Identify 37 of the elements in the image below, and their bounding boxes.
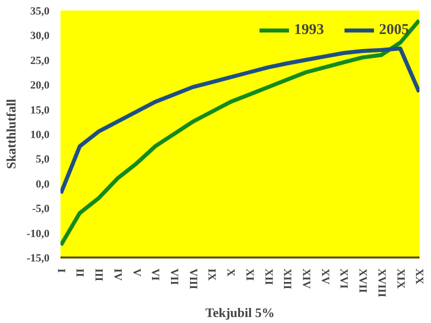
x-tick-label: III	[92, 268, 105, 282]
y-tick-label: 10,0	[30, 129, 50, 141]
x-tick-label: XIX	[394, 268, 406, 289]
x-tick-label: XII	[262, 268, 274, 286]
x-tick-label: VII	[168, 268, 180, 286]
x-tick-label: XX	[413, 268, 426, 284]
legend-label: 2005	[379, 22, 409, 38]
x-tick-label: I	[54, 268, 67, 273]
y-tick-label: -15,0	[26, 252, 50, 264]
x-tick-label: XVI	[338, 268, 350, 289]
y-axis-title: Skatthlutfall	[4, 98, 19, 170]
line-series	[60, 18, 420, 248]
x-tick-label: XIV	[300, 268, 312, 289]
x-tick-label: VIII	[186, 268, 199, 290]
y-tick-label: 35,0	[30, 6, 50, 18]
x-tick-label: VI	[149, 268, 162, 281]
legend-label: 1993	[294, 22, 324, 38]
x-tick-label: XI	[243, 268, 256, 281]
y-tick-label: 15,0	[30, 104, 50, 116]
x-tick-label: V	[130, 268, 142, 276]
y-tick-label: -10,0	[26, 228, 50, 240]
line-series	[60, 46, 420, 196]
y-tick-label: 25,0	[30, 54, 50, 67]
x-tick-label: X	[224, 268, 237, 276]
x-tick-label: IX	[206, 268, 218, 281]
y-tick-label: 20,0	[30, 80, 50, 92]
y-tick-label: 0,0	[36, 178, 50, 190]
x-tick-label: II	[74, 268, 86, 278]
x-tick-label: IV	[111, 268, 124, 281]
y-tick-label: 30,0	[30, 30, 50, 42]
y-tick-label: 5,0	[36, 154, 50, 166]
y-tick-label: -5,0	[32, 203, 50, 216]
x-tick-label: XVII	[356, 268, 369, 293]
x-tick-label: XV	[318, 268, 331, 284]
x-axis-title: Tekjubil 5%	[205, 305, 275, 320]
x-tick-label: XIII	[281, 268, 294, 290]
x-tick-label: XVIII	[375, 268, 388, 298]
